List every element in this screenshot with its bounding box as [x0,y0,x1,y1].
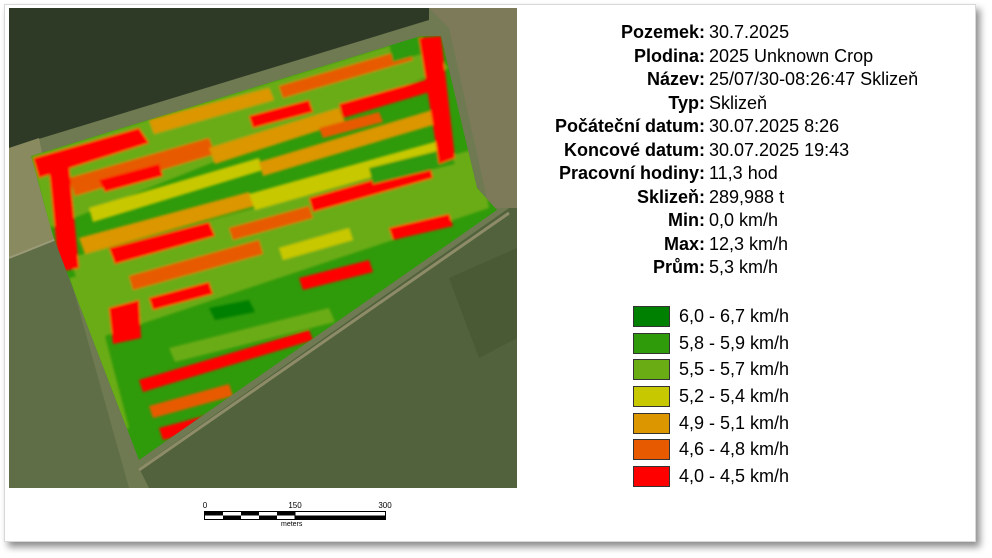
info-row: Min: 0,0 km/h [525,209,965,233]
legend-item: 5,2 - 5,4 km/h [633,383,789,410]
info-value: 11,3 hod [709,163,778,184]
legend-item: 4,0 - 4,5 km/h [633,463,789,490]
scale-bar-graphic [204,511,386,520]
legend-label: 4,0 - 4,5 km/h [679,465,790,486]
info-label: Min: [668,210,705,231]
scale-tick: 150 [288,501,302,510]
legend-item: 4,6 - 4,8 km/h [633,436,789,463]
info-value: 25/07/30-08:26:47 Sklizeň [709,69,919,90]
info-label: Pozemek: [620,22,705,43]
info-value: 30.7.2025 [709,22,790,43]
info-row: Plodina: 2025 Unknown Crop [525,45,965,69]
info-value: 30.07.2025 8:26 [709,116,840,137]
info-value: 5,3 km/h [709,257,779,278]
scale-unit: meters [281,521,303,528]
scale-tick: 300 [378,501,392,510]
scale-tick: 0 [202,501,208,510]
info-label: Prům: [652,257,705,278]
info-value: 289,988 t [709,186,785,207]
field-southeast [139,208,517,488]
field-road [138,211,510,472]
info-row: Max: 12,3 km/h [525,233,965,257]
map-canvas [9,8,517,488]
legend-label: 6,0 - 6,7 km/h [679,305,790,326]
info-value: 0,0 km/h [709,210,779,231]
info-row: Počáteční datum: 30.07.2025 8:26 [525,115,965,139]
speed-legend: 6,0 - 6,7 km/h 5,8 - 5,9 km/h 5,5 - 5,7 km… [633,303,789,490]
info-value: 30.07.2025 19:43 [709,139,850,160]
info-row: Sklizeň: 289,988 t [525,186,965,210]
scale-bar: 0 150 300 meters [201,501,392,541]
legend-label: 5,5 - 5,7 km/h [679,359,790,380]
info-value: Sklizeň [709,92,768,113]
info-row: Pracovní hodiny: 11,3 hod [525,162,965,186]
info-label: Koncové datum: [563,139,705,160]
info-row: Název: 25/07/30-08:26:47 Sklizeň [525,68,965,92]
legend-swatch [633,385,670,407]
field-road [9,237,60,259]
harvest-info-panel: Pozemek: 30.7.2025 Plodina: 2025 Unknown Cr… [525,21,965,280]
info-row: Typ: Sklizeň [525,92,965,116]
field-patch [449,248,517,358]
field-northeast [429,8,517,208]
legend-swatch [633,305,670,327]
legend-swatch [633,332,670,354]
info-row: Prům: 5,3 km/h [525,256,965,280]
legend-swatch [633,439,670,461]
legend-item: 6,0 - 6,7 km/h [633,303,789,330]
field-west [9,138,59,258]
legend-swatch [633,412,670,434]
info-value: 2025 Unknown Crop [709,45,874,66]
info-row: Pozemek: 30.7.2025 [525,21,965,45]
legend-swatch [633,359,670,381]
info-label: Typ: [668,92,705,113]
dark-field-north [9,8,429,148]
legend-label: 5,2 - 5,4 km/h [679,385,790,406]
legend-item: 5,8 - 5,9 km/h [633,330,789,357]
info-label: Sklizeň: [636,186,705,207]
harvest-speed-map[interactable] [9,8,517,488]
info-label: Max: [663,233,705,254]
legend-label: 5,8 - 5,9 km/h [679,332,790,353]
legend-label: 4,6 - 4,8 km/h [679,439,790,460]
report-card: Pozemek: 30.7.2025 Plodina: 2025 Unknown Cr… [4,4,976,542]
info-label: Pracovní hodiny: [558,163,705,184]
field-southwest [9,238,129,488]
legend-item: 5,5 - 5,7 km/h [633,356,789,383]
info-label: Počáteční datum: [554,116,705,137]
info-label: Plodina: [634,45,705,66]
legend-swatch [633,465,670,487]
info-row: Koncové datum: 30.07.2025 19:43 [525,139,965,163]
info-value: 12,3 km/h [709,233,789,254]
info-label: Název: [646,69,705,90]
legend-item: 4,9 - 5,1 km/h [633,410,789,437]
legend-label: 4,9 - 5,1 km/h [679,412,790,433]
